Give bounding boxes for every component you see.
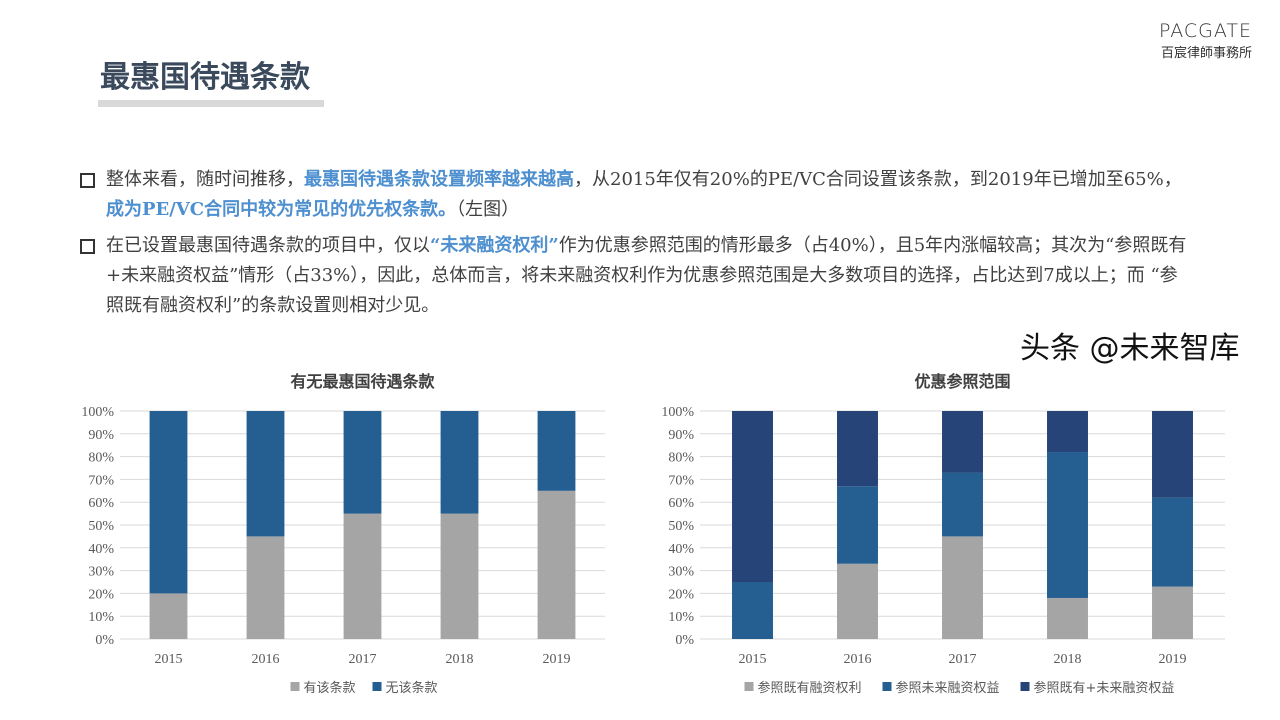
bar-segment <box>732 411 773 582</box>
bar-segment <box>732 582 773 639</box>
y-tick-label: 40% <box>88 542 114 557</box>
bar-segment <box>537 411 576 491</box>
bullet-item: 在已设置最惠国待遇条款的项目中，仅以“未来融资权利”作为优惠参照范围的情形最多（… <box>80 231 1190 321</box>
x-tick-label: 2018 <box>1054 652 1082 667</box>
bar-segment <box>1152 586 1193 639</box>
legend-label: 有该条款 <box>304 680 356 696</box>
bar-segment <box>149 593 188 639</box>
x-tick-label: 2019 <box>543 652 571 667</box>
logo-en: PACGATE <box>1158 20 1252 42</box>
bullet-text: 整体来看，随时间推移， <box>106 169 304 190</box>
x-tick-label: 2015 <box>739 652 767 667</box>
bullet-text: ，从2015年仅有20%的PE/VC合同设置该条款，到2019年已增加至65%， <box>574 169 1182 190</box>
bullet-text: （左图） <box>456 199 520 220</box>
legend-label: 无该条款 <box>386 680 438 696</box>
x-tick-label: 2016 <box>252 652 280 667</box>
bar-segment <box>440 513 479 639</box>
y-tick-label: 30% <box>88 565 114 580</box>
bar-segment <box>837 486 878 564</box>
highlight-text: 成为PE/VC合同中较为常见的优先权条款。 <box>106 199 457 220</box>
y-tick-label: 70% <box>668 473 694 488</box>
legend-label: 参照既有+未来融资权益 <box>1034 680 1175 696</box>
bar-segment <box>942 536 983 639</box>
logo: PACGATE 百宸律師事務所 <box>1159 20 1252 61</box>
legend-swatch <box>744 682 754 691</box>
y-tick-label: 80% <box>88 451 114 466</box>
y-tick-label: 30% <box>668 565 694 580</box>
bar-segment <box>942 411 983 473</box>
bullet-list: 整体来看，随时间推移，最惠国待遇条款设置频率越来越高，从2015年仅有20%的P… <box>80 165 1190 327</box>
y-tick-label: 60% <box>88 496 114 511</box>
x-tick-label: 2017 <box>949 652 977 667</box>
bullet-text: 在已设置最惠国待遇条款的项目中，仅以 <box>106 235 430 256</box>
legend-label: 参照既有融资权利 <box>758 680 862 696</box>
chart-title: 有无最惠国待遇条款 <box>290 372 435 391</box>
y-tick-label: 70% <box>88 473 114 488</box>
x-tick-label: 2017 <box>349 652 377 667</box>
y-tick-label: 90% <box>668 428 694 443</box>
legend-swatch <box>1020 682 1030 691</box>
bar-segment <box>1047 411 1088 453</box>
y-tick-label: 90% <box>88 428 114 443</box>
bar-segment <box>537 490 576 639</box>
bar-segment <box>440 411 479 514</box>
bar-segment <box>1152 497 1193 587</box>
legend-label: 参照未来融资权益 <box>896 680 1000 696</box>
bar-segment <box>149 411 188 594</box>
watermark: 头条 @未来智库 <box>1020 331 1240 366</box>
bar-segment <box>343 513 382 639</box>
y-tick-label: 0% <box>675 633 694 648</box>
bar-segment <box>343 411 382 514</box>
y-tick-label: 20% <box>88 587 114 602</box>
bar-segment <box>246 536 285 639</box>
logo-cn: 百宸律師事務所 <box>1160 46 1252 61</box>
x-tick-label: 2015 <box>155 652 183 667</box>
square-bullet-icon <box>80 239 95 254</box>
y-tick-label: 20% <box>668 587 694 602</box>
legend-swatch <box>290 682 300 691</box>
y-tick-label: 10% <box>668 610 694 625</box>
chart-title: 优惠参照范围 <box>914 372 1010 391</box>
bullet-item: 整体来看，随时间推移，最惠国待遇条款设置频率越来越高，从2015年仅有20%的P… <box>80 165 1190 225</box>
y-tick-label: 10% <box>88 610 114 625</box>
y-tick-label: 50% <box>668 519 694 534</box>
y-tick-label: 0% <box>95 633 114 648</box>
highlight-text: “未来融资权利” <box>430 235 559 256</box>
y-tick-label: 60% <box>668 496 694 511</box>
page-title: 最惠国待遇条款 <box>100 60 310 95</box>
bullet-text: 作为优惠参照范围的情形最多（占40%），且5年内涨幅较高；其次为“参照既有+未来… <box>106 235 1187 316</box>
legend-swatch <box>372 682 382 691</box>
bar-segment <box>246 411 285 537</box>
y-tick-label: 100% <box>661 405 694 420</box>
chart-reference-scope: 优惠参照范围 0% 10% 20% 30% 40% 50% 60% 70% 80% 90% 100% 2… <box>661 372 1225 696</box>
y-tick-label: 50% <box>88 519 114 534</box>
bar-segment <box>942 472 983 537</box>
x-tick-label: 2019 <box>1159 652 1187 667</box>
square-bullet-icon <box>80 173 95 188</box>
bar-segment <box>837 411 878 487</box>
bar-segment <box>1047 597 1088 639</box>
x-tick-label: 2018 <box>446 652 474 667</box>
title-underline <box>98 100 324 107</box>
x-tick-label: 2016 <box>844 652 872 667</box>
bar-segment <box>1152 411 1193 498</box>
y-tick-label: 80% <box>668 451 694 466</box>
chart-has-mfn: 有无最惠国待遇条款 0% 10% 20% 30% 40% 50% 60% 70% 80% 90% 10… <box>81 372 605 696</box>
highlight-text: 最惠国待遇条款设置频率越来越高 <box>304 169 574 190</box>
bar-segment <box>837 563 878 639</box>
y-tick-label: 100% <box>81 405 114 420</box>
y-tick-label: 40% <box>668 542 694 557</box>
legend-swatch <box>882 682 892 691</box>
bar-segment <box>1047 452 1088 598</box>
